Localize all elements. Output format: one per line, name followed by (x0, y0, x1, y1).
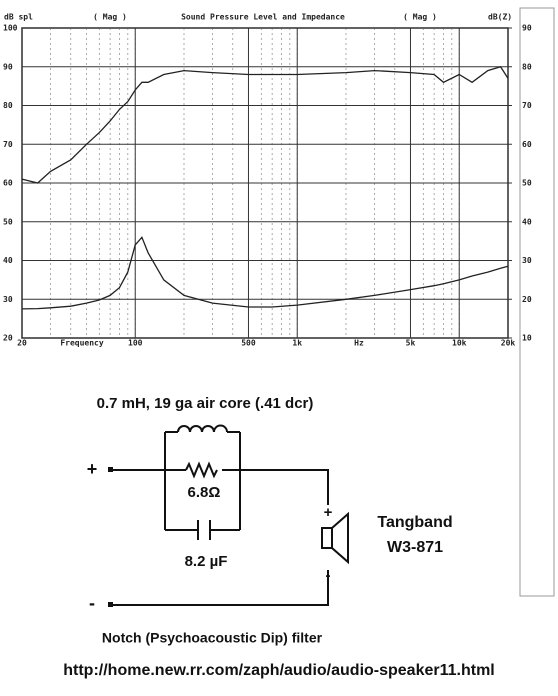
speaker-brand: Tangband (377, 514, 452, 531)
y-tick-label: 70 (3, 140, 13, 149)
x-tick-label: 20 (17, 339, 27, 348)
y2-label: dB(Z) (488, 13, 512, 22)
x-tick-label: 5k (406, 339, 416, 348)
url: http://home.new.rr.com/zaph/audio/audio-… (63, 662, 494, 679)
caption: Notch (Psychoacoustic Dip) filter (102, 630, 323, 646)
x-tick-label: 500 (241, 339, 256, 348)
y2-tick-label: 70 (522, 101, 532, 110)
speaker-cone (331, 511, 349, 565)
y-tick-label: 30 (3, 295, 13, 304)
chart-title: Sound Pressure Level and Impedance (181, 13, 345, 22)
minus-in: - (89, 593, 95, 613)
speaker-plus: + (324, 504, 333, 521)
y2-tick-label: 80 (522, 62, 532, 71)
y2-tick-label: 30 (522, 256, 532, 265)
y2-tick-label: 60 (522, 140, 532, 149)
y2-tick-label: 10 (522, 334, 532, 343)
y-tick-label: 20 (3, 334, 13, 343)
capacitor (197, 520, 211, 540)
resistor (185, 461, 218, 479)
inductor-label: 0.7 mH, 19 ga air core (.41 dcr) (97, 395, 314, 412)
capacitor-label: 8.2 µF (185, 553, 228, 570)
window-border (519, 7, 555, 597)
x-tick-label: 10k (452, 339, 467, 348)
x-label: Frequency (60, 339, 104, 348)
y2-tick-label: 50 (522, 179, 532, 188)
y-tick-label: 60 (3, 179, 13, 188)
y2-tick-label: 90 (522, 24, 532, 33)
x-tick-label: 20k (501, 339, 516, 348)
x-tick-label: 100 (128, 339, 143, 348)
y-tick-label: 40 (3, 256, 13, 265)
schematic: 0.7 mH, 19 ga air core (.41 dcr) + - 6.8… (63, 395, 494, 679)
inductor (177, 424, 228, 433)
x-unit: Hz (354, 339, 364, 348)
wires (113, 431, 329, 606)
y2-tick-label: 40 (522, 217, 532, 226)
series-line (21, 236, 509, 310)
speaker-minus: - (326, 567, 331, 584)
resistor-label: 6.8Ω (188, 484, 221, 501)
speaker-model: W3-871 (387, 539, 443, 556)
mode-left: ( Mag ) (93, 13, 127, 22)
terminal (108, 602, 113, 607)
y-tick-label: 100 (3, 24, 18, 33)
speaker-magnet (321, 527, 333, 549)
y-tick-label: 80 (3, 101, 13, 110)
x-tick-label: 1k (292, 339, 302, 348)
y-tick-label: 50 (3, 217, 13, 226)
chart: dB spl ( Mag ) Sound Pressure Level and … (3, 13, 532, 348)
y2-tick-label: 20 (522, 295, 532, 304)
y-label: dB spl (4, 13, 33, 22)
mode-right: ( Mag ) (403, 13, 437, 22)
y-tick-label: 90 (3, 62, 13, 71)
terminal (108, 467, 113, 472)
series-line (21, 66, 509, 184)
plus-in: + (87, 459, 98, 479)
